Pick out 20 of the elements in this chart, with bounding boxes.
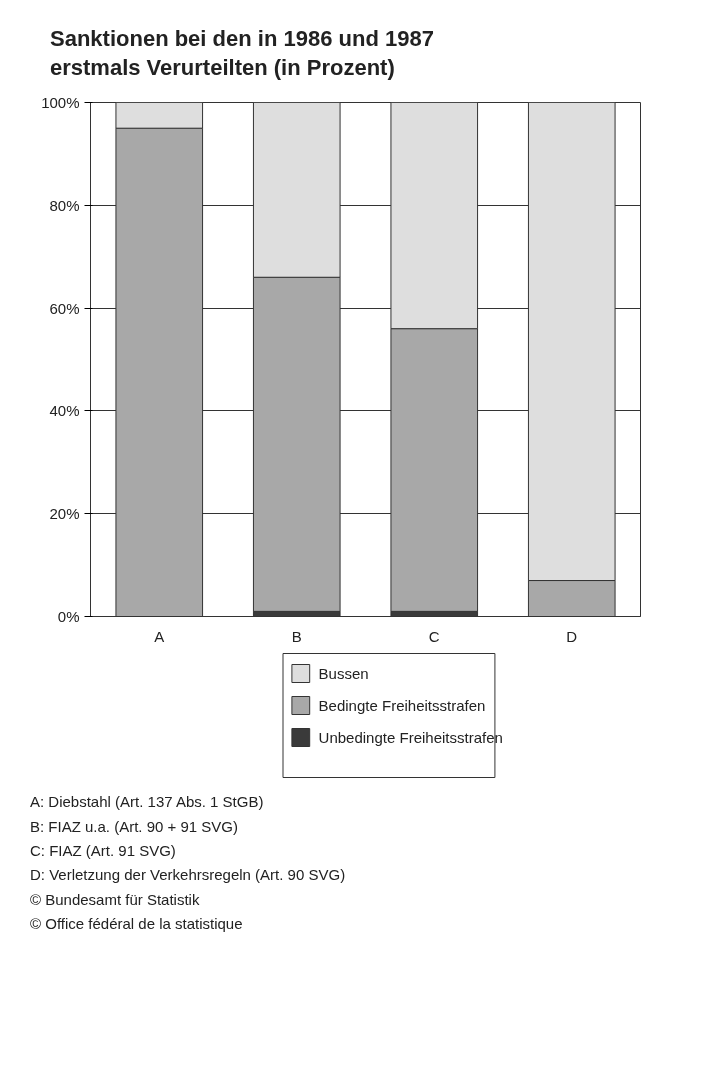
x-tick-label: A: [154, 627, 165, 645]
text: C: FIAZ (Art. 91 SVG): [30, 841, 177, 862]
legend-label: Unbedingte Freiheitsstrafen: [318, 729, 503, 747]
y-tick-label: 40%: [49, 402, 80, 420]
y-tick-label: 100%: [41, 94, 80, 112]
text: © Bundesamt für Statistik: [30, 889, 201, 910]
chart-title: Sanktionen bei den in 1986 und 1987 erstmals Verurteilten (in Prozent): [50, 25, 435, 82]
x-tick-label: D: [566, 627, 578, 645]
text: D: Verletzung der Verkehrsregeln (Art. 90 SVG): [30, 865, 346, 886]
y-tick-label: 0%: [57, 608, 80, 626]
x-tick-label: C: [428, 627, 440, 645]
text: A: Diebstahl (Art. 137 Abs. 1 StGB): [30, 792, 265, 813]
y-tick-label: 60%: [49, 299, 80, 317]
legend-label: Bussen: [318, 665, 369, 683]
y-tick-label: 20%: [49, 505, 80, 523]
text: © Office fédéral de la statistique: [30, 914, 244, 935]
x-tick-label: B: [291, 627, 302, 645]
legend-label: Bedingte Freiheitsstrafen: [318, 697, 486, 715]
text: B: FIAZ u.a. (Art. 90 + 91 SVG): [30, 816, 239, 837]
y-tick-label: 80%: [49, 196, 80, 214]
